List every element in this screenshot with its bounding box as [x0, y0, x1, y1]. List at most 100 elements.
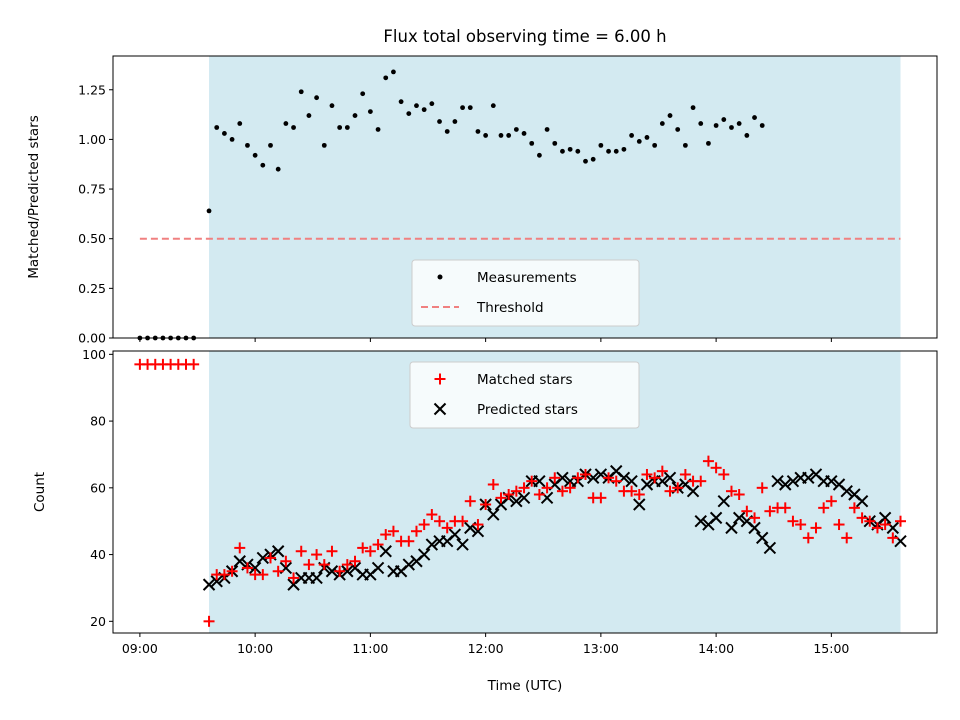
predicted-stars-point	[417, 548, 431, 561]
measurement-point	[713, 123, 719, 128]
measurement-point	[483, 133, 489, 138]
x-axis-label: Time (UTC)	[487, 678, 563, 694]
matched-stars-point	[572, 472, 584, 484]
measurement-point	[629, 133, 635, 138]
measurement-point	[560, 148, 565, 154]
predicted-stars-point	[379, 545, 392, 558]
measurement-point	[229, 137, 235, 142]
measurement-point	[375, 127, 381, 132]
bottom-legend-box	[409, 361, 640, 429]
predicted-stars-point	[487, 508, 500, 521]
legend-matched-marker	[434, 373, 446, 385]
matched-stars-point	[518, 482, 530, 494]
measurement-point	[329, 103, 335, 109]
top-legend: Measurements Threshold	[411, 259, 640, 327]
top-panel: 0.00 0.25 0.50 0.75 1.00 1.25 Matched/Predict…	[26, 55, 938, 346]
measurement-point	[682, 142, 688, 148]
matched-stars-point	[280, 555, 292, 567]
predicted-stars-point	[248, 561, 262, 575]
matched-stars-point	[626, 485, 638, 497]
legend-predicted-marker	[433, 402, 447, 416]
legend-measurement-marker	[437, 274, 443, 280]
bottom-panel: 09:00 10:00 11:00 12:00 13:00 14:00 15:00 20 40…	[32, 347, 938, 694]
matched-stars-point	[702, 455, 714, 467]
measurement-point	[498, 133, 504, 138]
measurement-point	[437, 119, 442, 124]
matched-stars-point	[756, 482, 768, 494]
measurement-point	[429, 101, 435, 107]
top-y-ticks: 0.00 0.25 0.50 0.75 1.00 1.25	[78, 82, 113, 346]
predicted-stars-point	[640, 478, 654, 491]
matched-stars-point	[641, 468, 653, 480]
matched-stars-point	[887, 532, 899, 544]
measurement-point	[598, 142, 604, 148]
predicted-stars-point	[456, 538, 469, 551]
measurement-point	[506, 133, 512, 138]
top-y-tick-label: 0.75	[78, 182, 106, 197]
bottom-data-layer	[134, 358, 907, 627]
bottom-y-tick-label: 20	[90, 614, 106, 629]
predicted-stars-point	[271, 545, 285, 558]
matched-stars-point	[733, 489, 745, 501]
measurement-point	[360, 91, 366, 97]
matched-stars-point	[818, 502, 830, 514]
measurement-point	[245, 142, 250, 148]
predicted-stars-point	[709, 511, 723, 525]
predicted-stars-point	[556, 471, 569, 485]
measurement-point	[521, 131, 527, 136]
measurement-point	[314, 95, 319, 101]
measurement-point	[383, 75, 389, 81]
matched-stars-point	[334, 565, 346, 577]
matched-stars-point	[526, 475, 538, 487]
measurement-point	[744, 133, 750, 138]
matched-stars-point	[802, 532, 814, 544]
measurement-point	[452, 119, 458, 124]
measurement-point	[337, 125, 343, 130]
predicted-stars-point	[517, 491, 531, 505]
predicted-stars-point	[633, 498, 646, 511]
x-tick-label: 12:00	[468, 641, 504, 656]
bottom-y-tick-label: 60	[90, 480, 106, 495]
measurement-point	[752, 115, 757, 120]
matched-stars-point	[649, 472, 661, 484]
matched-stars-point	[364, 545, 376, 557]
predicted-stars-point	[825, 474, 838, 488]
top-y-tick-label: 1.00	[78, 132, 106, 147]
predicted-stars-point	[325, 565, 339, 578]
matched-stars-point	[234, 542, 246, 554]
top-y-tick-label: 1.25	[78, 82, 106, 97]
matched-stars-point	[457, 515, 469, 527]
matched-stars-point	[595, 492, 607, 504]
measurement-point	[583, 158, 588, 164]
matched-stars-point	[656, 465, 668, 477]
predicted-stars-point	[202, 578, 216, 591]
bottom-y-tick-label: 100	[82, 347, 106, 362]
matched-stars-point	[188, 358, 200, 370]
predicted-stars-point	[786, 474, 800, 488]
measurement-point	[421, 107, 427, 113]
matched-stars-point	[833, 519, 845, 531]
matched-stars-point	[303, 559, 315, 571]
predicted-stars-point	[771, 474, 784, 488]
measurement-point	[529, 140, 535, 146]
predicted-stars-point	[763, 541, 777, 555]
measurement-point	[675, 127, 681, 132]
predicted-stars-point	[210, 575, 223, 588]
measurement-point	[621, 146, 627, 152]
bottom-y-tick-label: 80	[90, 414, 106, 429]
top-y-tick-label: 0.25	[78, 281, 106, 296]
measurement-point	[667, 113, 673, 118]
matched-stars-point	[265, 552, 277, 564]
predicted-stars-point	[878, 511, 892, 525]
measurement-point	[729, 125, 734, 130]
measurement-point	[344, 125, 350, 130]
measurement-point	[467, 105, 473, 111]
measurement-point	[275, 166, 281, 172]
matched-stars-point	[679, 468, 691, 480]
measurement-point	[222, 131, 227, 136]
top-panel-frame	[112, 55, 938, 339]
matched-stars-point	[672, 482, 684, 494]
predicted-stars-point	[779, 478, 792, 491]
matched-stars-point	[841, 532, 853, 544]
